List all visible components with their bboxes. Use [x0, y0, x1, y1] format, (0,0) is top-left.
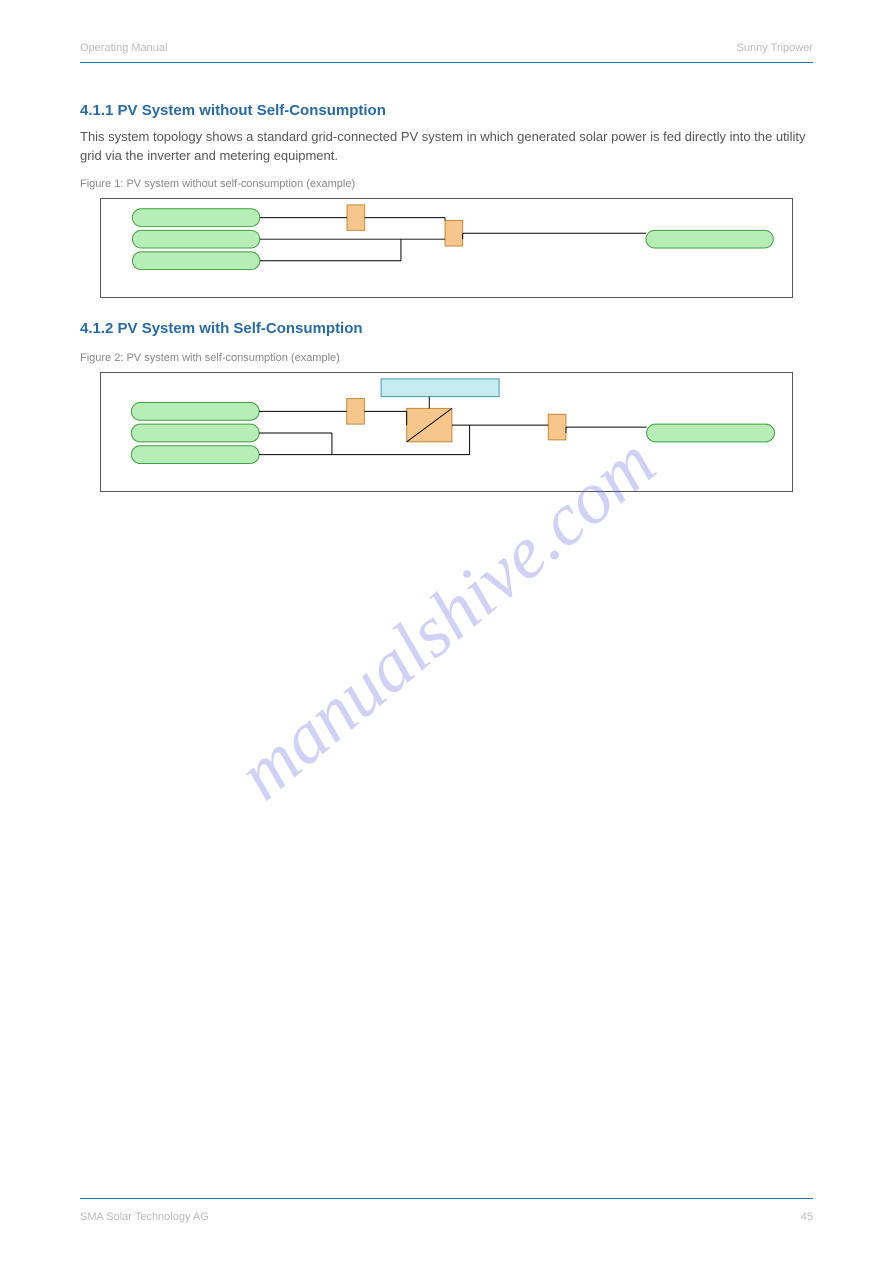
grid-node — [646, 230, 773, 248]
figure-caption-2: Figure 2: PV system with self-consumptio… — [80, 352, 340, 364]
diagram-1-svg — [101, 199, 792, 297]
pv-module-3 — [132, 252, 259, 270]
diagram-2 — [100, 372, 793, 492]
header-left: Operating Manual — [80, 42, 167, 54]
section-para-1: This system topology shows a standard gr… — [80, 128, 813, 166]
junction-box-2b — [548, 414, 566, 440]
section-title-1: 4.1.1 PV System without Self-Consumption — [80, 102, 386, 119]
figure-caption-1: Figure 1: PV system without self-consump… — [80, 178, 355, 190]
footer-right: 45 — [801, 1211, 813, 1223]
header-rule — [80, 62, 813, 63]
pv-module-2 — [132, 230, 259, 248]
junction-box-1b — [347, 399, 365, 425]
diagram-2-wires — [259, 397, 646, 455]
junction-box-1 — [347, 205, 365, 230]
header-right: Sunny Tripower — [737, 42, 813, 54]
section-title-2: 4.1.2 PV System with Self-Consumption — [80, 320, 363, 337]
page: Operating Manual Sunny Tripower 4.1.1 PV… — [0, 0, 893, 1263]
footer-left: SMA Solar Technology AG — [80, 1211, 209, 1223]
pv-module-2b — [131, 424, 259, 442]
pv-module-1 — [132, 209, 259, 227]
energy-manager-box — [381, 379, 499, 397]
grid-node-b — [647, 424, 775, 442]
pv-module-1b — [131, 403, 259, 421]
junction-box-2 — [445, 221, 463, 246]
diagram-2-svg — [101, 373, 792, 491]
diagram-1 — [100, 198, 793, 298]
pv-module-3b — [131, 446, 259, 464]
footer-rule — [80, 1198, 813, 1199]
footer: SMA Solar Technology AG 45 — [80, 1211, 813, 1223]
